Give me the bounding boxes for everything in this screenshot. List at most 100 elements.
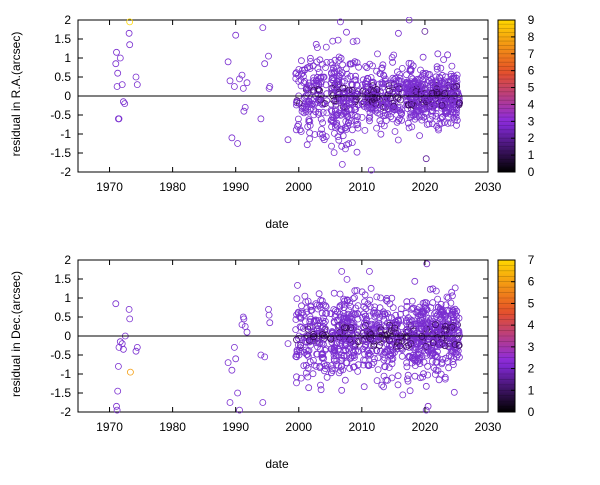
data-point (408, 123, 416, 131)
data-point (432, 77, 439, 85)
data-point (317, 80, 325, 88)
data-point (447, 352, 455, 360)
data-point (393, 342, 401, 349)
data-point (416, 349, 423, 357)
data-point (240, 107, 248, 115)
data-point (454, 351, 462, 359)
data-point (432, 308, 440, 316)
data-point (301, 318, 309, 326)
data-point (317, 381, 324, 389)
data-point (337, 94, 345, 102)
data-points (112, 17, 463, 174)
colorbar-tick-label: 2 (528, 131, 535, 145)
data-point (318, 354, 326, 362)
data-point (358, 100, 366, 108)
data-point (392, 74, 400, 82)
data-point (370, 342, 378, 350)
data-point (376, 70, 384, 77)
data-point (238, 71, 246, 79)
data-point (451, 305, 459, 313)
y-tick-label: -1.5 (50, 386, 71, 400)
data-point (355, 63, 363, 71)
data-point (402, 316, 410, 324)
data-point (395, 88, 402, 96)
data-point (388, 294, 396, 302)
data-point (447, 299, 455, 307)
data-point (375, 321, 383, 329)
data-point (413, 75, 421, 83)
data-point (305, 79, 313, 87)
data-point (389, 304, 397, 312)
data-point (339, 61, 347, 69)
data-point (261, 60, 269, 68)
data-point (361, 298, 368, 306)
data-point (309, 370, 317, 378)
data-point (429, 285, 437, 293)
data-point (301, 77, 309, 85)
data-point (451, 341, 459, 348)
data-point (353, 287, 361, 294)
data-point (294, 115, 302, 123)
data-point (381, 362, 388, 370)
data-point (328, 70, 335, 78)
data-point (317, 73, 325, 81)
data-point (309, 328, 317, 336)
data-point (347, 106, 355, 114)
x-tick-label: 1980 (159, 420, 186, 434)
data-point (415, 321, 423, 329)
data-point (424, 402, 432, 410)
data-point (420, 71, 428, 78)
data-point (449, 84, 457, 92)
data-point (354, 113, 361, 121)
data-point (341, 91, 349, 99)
data-point (261, 353, 269, 361)
data-point (397, 310, 404, 318)
data-point (332, 112, 340, 119)
data-point (403, 363, 411, 371)
x-tick-label: 2000 (285, 420, 312, 434)
y-tick-label: 0.5 (54, 310, 71, 324)
data-point (423, 121, 431, 128)
data-point (362, 340, 370, 348)
data-point (333, 78, 341, 86)
data-point (330, 149, 338, 157)
colorbar-tick-label: 5 (528, 296, 535, 310)
data-point (327, 345, 335, 353)
data-point (337, 356, 345, 364)
data-point (432, 321, 439, 329)
data-point (428, 357, 436, 365)
data-point (292, 316, 300, 323)
data-point (265, 52, 272, 60)
data-point (373, 67, 381, 75)
data-point (410, 101, 418, 108)
data-point (453, 116, 461, 124)
data-point (304, 373, 312, 381)
data-point (347, 72, 355, 80)
data-point (347, 324, 355, 331)
data-point (346, 60, 354, 68)
x-tick-label: 1980 (159, 180, 186, 194)
data-point (378, 120, 385, 128)
data-point (318, 331, 326, 338)
data-point (385, 87, 393, 95)
data-point (337, 340, 345, 348)
y-tick-label: 1 (64, 291, 71, 305)
data-point (453, 345, 461, 353)
data-point (297, 57, 305, 65)
data-point (390, 76, 398, 84)
data-point (126, 18, 134, 26)
data-point (347, 353, 355, 361)
data-point (330, 77, 338, 85)
data-point (406, 114, 414, 121)
data-point (369, 62, 376, 70)
data-point (439, 307, 446, 315)
data-point (383, 100, 391, 108)
data-point (377, 331, 384, 339)
data-point (113, 48, 120, 56)
data-point (336, 302, 344, 310)
data-point (353, 148, 361, 156)
data-point (343, 70, 351, 78)
data-point (312, 362, 320, 370)
data-point (228, 366, 236, 374)
data-point (329, 61, 336, 69)
